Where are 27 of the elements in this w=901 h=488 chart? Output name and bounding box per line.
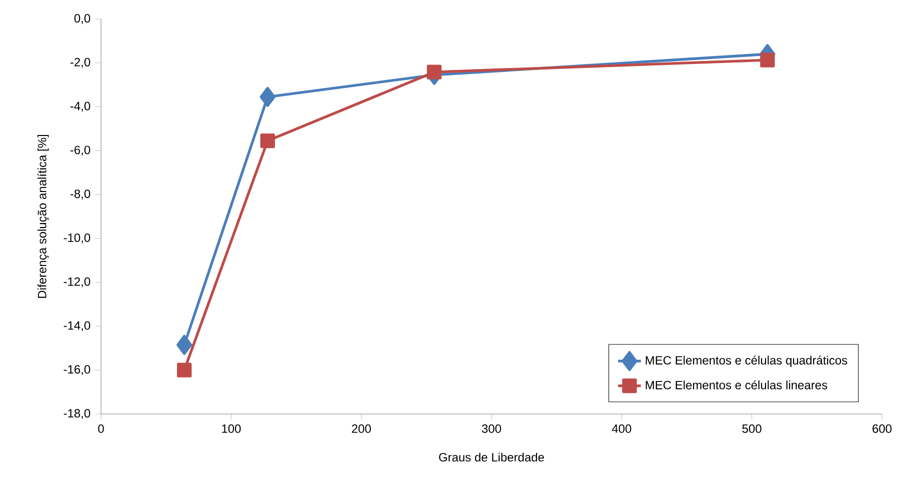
y-tick-label: -2,0	[70, 58, 90, 68]
y-tick-label: -18,0	[64, 409, 90, 419]
legend-label: MEC Elementos e células lineares	[646, 380, 828, 390]
y-tick-label: -10,0	[64, 233, 90, 244]
x-tick-label: 600	[872, 424, 892, 433]
x-tick-label: 300	[482, 424, 502, 433]
point	[260, 86, 276, 107]
x-axis-title: Graus de Liberdade	[439, 452, 544, 462]
x-tick-label: 400	[612, 424, 632, 433]
y-tick-label: -8,0	[70, 190, 90, 200]
x-tick-label: 500	[742, 424, 762, 433]
y-tick-label: 0,0	[74, 14, 90, 24]
point	[176, 334, 192, 355]
point	[760, 52, 775, 68]
point	[260, 133, 275, 148]
y-tick-label: -4,0	[70, 102, 90, 112]
y-axis-title: Diferença solução analítica [%]	[37, 134, 49, 298]
x-tick-label: 100	[222, 424, 241, 433]
y-tick-label: -16,0	[64, 365, 90, 376]
legend-label: MEC Elementos e células quadráticos	[646, 356, 848, 367]
point	[426, 64, 442, 80]
point	[176, 362, 192, 378]
y-tick-label: -6,0	[70, 146, 90, 156]
y-tick-label: -14,0	[64, 321, 90, 332]
y-tick-label: -12,0	[64, 277, 90, 288]
x-tick-label: 0	[98, 424, 104, 433]
x-tick-label: 200	[352, 424, 371, 433]
